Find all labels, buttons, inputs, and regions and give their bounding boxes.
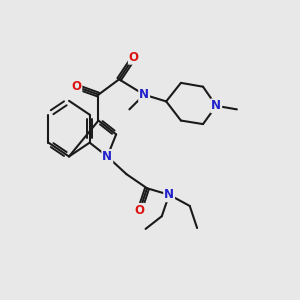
Text: O: O <box>71 80 81 93</box>
Text: N: N <box>139 88 149 101</box>
Text: O: O <box>129 51 139 64</box>
Text: N: N <box>102 150 112 163</box>
Text: O: O <box>135 204 145 217</box>
Text: N: N <box>211 99 221 112</box>
Text: N: N <box>164 188 174 201</box>
